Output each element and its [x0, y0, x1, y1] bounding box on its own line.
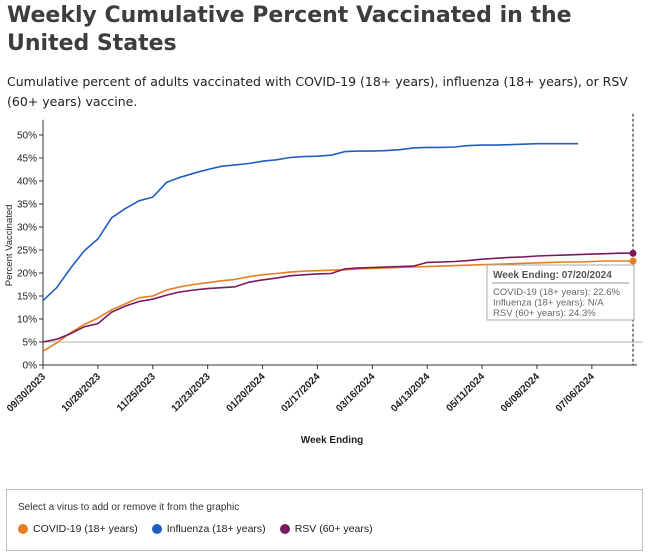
- y-tick-label: 35%: [17, 200, 37, 211]
- rsv-hover-point[interactable]: [629, 249, 637, 257]
- y-tick-label: 30%: [17, 223, 37, 234]
- tooltip-row: Influenza (18+ years): N/A: [493, 298, 604, 309]
- x-tick-label: 07/06/2024: [554, 371, 597, 414]
- legend-hint: Select a virus to add or remove it from …: [18, 502, 240, 513]
- x-tick-label: 10/28/2023: [60, 371, 103, 414]
- x-tick-label: 11/25/2023: [115, 371, 158, 414]
- rsv-dot-icon: [279, 524, 290, 534]
- x-tick-label: 09/30/2023: [5, 371, 48, 414]
- legend-item-covid[interactable]: COVID-19 (18+ years): [18, 523, 138, 535]
- x-tick-label: 04/13/2024: [389, 371, 432, 414]
- tooltip-row-value: 22.6%: [593, 287, 620, 298]
- y-tick-label: 50%: [17, 131, 37, 142]
- chart-subtitle: Cumulative percent of adults vaccinated …: [7, 74, 628, 109]
- tooltip-header: Week Ending: 07/20/2024: [493, 270, 612, 281]
- covid-dot-icon: [18, 524, 28, 534]
- legend-item-rsv[interactable]: RSV (60+ years): [279, 523, 373, 535]
- y-tick-label: 15%: [17, 292, 37, 303]
- tooltip-row-label: RSV (60+ years):: [493, 308, 569, 319]
- chart-area: 0% 5% 10% 15% 20% 25% 30% 35% 40% 45% 50% Percent V…: [4, 113, 643, 446]
- tooltip-row-label: COVID-19 (18+ years):: [493, 287, 593, 298]
- y-tick-label: 0%: [23, 361, 38, 372]
- y-tick-label: 45%: [17, 154, 37, 165]
- tooltip-row-value: N/A: [588, 298, 605, 309]
- x-tick-label: 06/08/2024: [499, 371, 542, 414]
- legend: Select a virus to add or remove it from …: [6, 489, 643, 551]
- legend-items: COVID-19 (18+ years) Influenza (18+ year…: [18, 523, 373, 535]
- rsv-series-line[interactable]: [42, 252, 633, 343]
- legend-label-rsv: RSV (60+ years): [294, 523, 373, 535]
- influenza-dot-icon: [151, 524, 162, 534]
- chart-title: Weekly Cumulative Percent Vaccinated in …: [7, 3, 572, 56]
- legend-label-influenza: Influenza (18+ years): [166, 523, 266, 535]
- covid-series-line[interactable]: [42, 260, 633, 352]
- tooltip-row-value: 24.3%: [569, 308, 596, 319]
- x-axis-title: Week Ending: [301, 435, 364, 446]
- x-tick-label: 05/11/2024: [444, 371, 487, 414]
- y-tick-label: 25%: [17, 246, 37, 257]
- y-tick-label: 40%: [17, 177, 37, 188]
- tooltip-row: RSV (60+ years): 24.3%: [493, 308, 596, 319]
- legend-item-influenza[interactable]: Influenza (18+ years): [151, 523, 266, 535]
- tooltip-row-label: Influenza (18+ years):: [493, 298, 588, 309]
- x-tick-label: 03/16/2024: [334, 371, 377, 414]
- x-tick-label: 02/17/2024: [279, 371, 322, 414]
- y-tick-label: 10%: [17, 315, 37, 326]
- covid-hover-point[interactable]: [629, 257, 637, 265]
- legend-label-covid: COVID-19 (18+ years): [33, 523, 138, 535]
- y-tick-label: 5%: [23, 338, 38, 349]
- influenza-series-line[interactable]: [42, 142, 579, 302]
- tooltip-box: [486, 264, 635, 321]
- y-tick-label: 20%: [17, 269, 37, 280]
- tooltip-row: COVID-19 (18+ years): 22.6%: [493, 287, 621, 298]
- x-tick-label: 01/20/2024: [224, 371, 267, 414]
- x-tick-label: 12/23/2023: [170, 371, 213, 414]
- y-axis-title: Percent Vaccinated: [4, 205, 15, 287]
